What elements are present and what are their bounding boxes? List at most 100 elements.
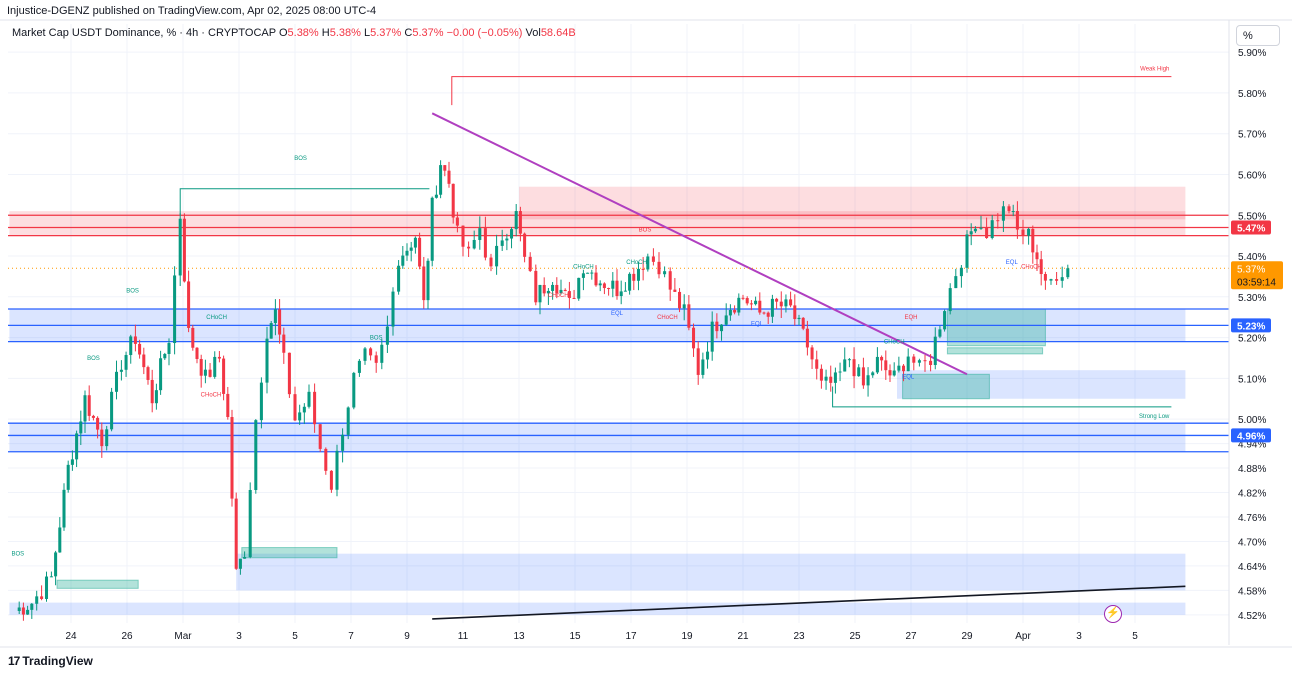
- candle-body: [298, 412, 302, 421]
- candle-body: [646, 256, 650, 270]
- candle-body: [439, 165, 443, 195]
- candle-body: [861, 367, 865, 386]
- smc-label: CHoCH: [884, 340, 905, 346]
- candle-body: [142, 354, 146, 368]
- candle-body: [133, 336, 137, 344]
- candle-body: [965, 234, 969, 268]
- candle-body: [273, 309, 277, 324]
- candle-body: [461, 225, 465, 247]
- candle-body: [710, 321, 714, 352]
- current-price-label: 5.37%: [1237, 264, 1265, 275]
- candle-body: [733, 309, 737, 313]
- candle-body: [682, 304, 686, 309]
- candle-body: [741, 297, 745, 299]
- smc-label: EQL: [902, 374, 915, 380]
- tradingview-logo[interactable]: 17 TradingView: [8, 654, 93, 668]
- candle-body: [871, 372, 875, 376]
- candle-body: [226, 393, 230, 418]
- strong-low-line: [832, 386, 1172, 408]
- candle-body: [75, 433, 79, 460]
- candle-body: [114, 371, 119, 392]
- candle-body: [929, 360, 933, 366]
- candle-body: [1031, 228, 1035, 253]
- candle-body: [30, 603, 34, 610]
- candle-body: [199, 358, 203, 376]
- time-tick-label: 17: [625, 631, 637, 642]
- price-tick-label: 5.80%: [1238, 89, 1266, 100]
- candle-body: [110, 391, 114, 430]
- candle-body: [178, 218, 182, 276]
- smc-label: BOS: [87, 356, 100, 362]
- candle-body: [182, 218, 186, 282]
- candle-body: [810, 347, 814, 360]
- candle-body: [443, 165, 447, 171]
- close-label: C: [404, 27, 413, 39]
- candle-body: [819, 368, 823, 381]
- price-tick-label: 4.88%: [1238, 464, 1266, 475]
- smc-label: CHoCH: [548, 293, 569, 299]
- price-tick-label: 4.64%: [1238, 562, 1266, 573]
- percent-scale-button[interactable]: %: [1236, 25, 1280, 46]
- price-tick-label: 4.76%: [1238, 513, 1266, 524]
- candle-body: [632, 273, 636, 281]
- candle-body: [880, 356, 884, 361]
- candle-body: [217, 356, 221, 359]
- descending-trendline[interactable]: [431, 112, 968, 376]
- candle-body: [352, 372, 356, 408]
- open-label: O: [278, 27, 288, 39]
- smc-label: CHoCH: [206, 315, 227, 321]
- candle-body: [875, 356, 879, 373]
- time-tick-label: 23: [793, 631, 805, 642]
- candle-body: [422, 266, 426, 301]
- candle-body: [801, 317, 805, 329]
- demand-zone: [236, 553, 1186, 591]
- candle-body: [789, 299, 793, 306]
- candle-body: [44, 576, 49, 599]
- candle-body: [973, 228, 977, 232]
- price-tick-label: 4.58%: [1238, 586, 1266, 597]
- candle-body: [586, 272, 590, 274]
- candle-body: [369, 348, 373, 356]
- candle-body: [195, 347, 199, 359]
- candle-body: [657, 261, 661, 275]
- order-block-zone: [241, 547, 338, 559]
- candle-body: [838, 371, 842, 373]
- close-value: 5.37%: [412, 27, 444, 39]
- zones-layer: [9, 186, 1186, 615]
- candle-body: [824, 376, 828, 381]
- candle-body: [546, 290, 550, 294]
- smc-label: CHoCH: [657, 315, 678, 321]
- candle-body: [815, 359, 819, 369]
- candle-body: [917, 360, 921, 363]
- tradingview-logo-icon: 17: [8, 654, 20, 668]
- symbol-title: Market Cap USDT Dominance, % · 4h · CRYP…: [12, 27, 276, 39]
- change-value: −0.00 (−0.05%): [446, 27, 523, 39]
- candle-body: [397, 265, 401, 292]
- candle-body: [159, 358, 163, 391]
- time-tick-label: 13: [513, 631, 525, 642]
- price-tick-label: 4.82%: [1238, 489, 1266, 500]
- candle-body: [628, 273, 632, 291]
- candle-body: [385, 326, 389, 345]
- candle-body: [203, 369, 207, 376]
- candle-body: [483, 228, 487, 258]
- price-tick-label: 5.20%: [1238, 334, 1266, 345]
- price-axis-background: [1229, 0, 1292, 675]
- candle-body: [563, 289, 567, 292]
- time-tick-label: 26: [121, 631, 133, 642]
- candle-body: [213, 356, 217, 377]
- candle-body: [287, 352, 291, 395]
- candle-body: [489, 257, 493, 267]
- lightning-icon[interactable]: ⚡: [1104, 605, 1122, 623]
- rising-support-line[interactable]: [432, 585, 1186, 620]
- candle-body: [737, 297, 741, 313]
- smc-label: BOS: [639, 228, 652, 234]
- candle-body: [173, 275, 177, 344]
- bos-line: [179, 188, 430, 216]
- candle-body: [455, 217, 459, 226]
- candle-body: [401, 255, 405, 266]
- candle-body: [167, 343, 171, 354]
- candle-body: [518, 211, 522, 234]
- time-tick-label: 5: [292, 631, 298, 642]
